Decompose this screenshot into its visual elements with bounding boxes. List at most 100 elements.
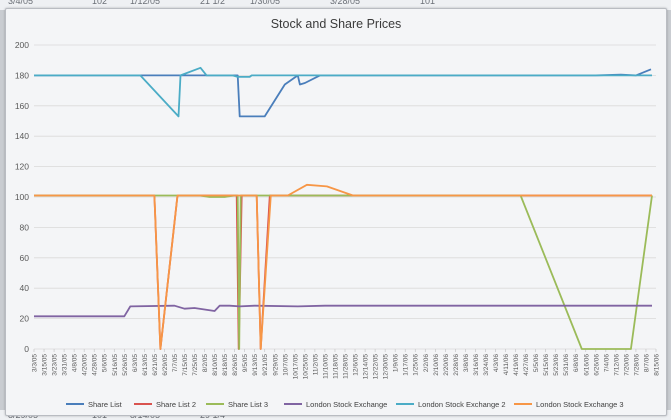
sheet-row-top [0,0,671,10]
x-tick-label: 12/30/05 [383,354,390,380]
x-tick-label: 6/29/05 [162,354,169,376]
x-tick-label: 10/7/05 [282,354,289,376]
y-tick-label: 180 [15,70,29,80]
x-tick-label: 6/16/06 [583,354,590,376]
x-tick-label: 7/25/05 [192,354,199,376]
x-tick-label: 3/16/06 [473,354,480,376]
series-line-5 [34,66,652,118]
chart-area[interactable]: Stock and Share Prices 0 20 40 60 80 100 120 14… [5,8,667,416]
series-line-3 [34,194,653,350]
x-tick-label: 11/2/05 [312,354,319,376]
x-tick-label: 4/20/05 [82,354,89,376]
x-tick-label: 6/13/05 [142,354,149,376]
x-tick-label: 1/17/06 [403,354,410,376]
x-tick-label: 8/18/05 [222,354,229,376]
x-tick-label: 2/20/06 [443,354,450,376]
x-tick-label: 6/21/05 [152,354,159,376]
x-tick-label: 8/15/06 [654,354,661,376]
legend-label-6: London Stock Exchange 3 [536,400,624,409]
x-tick-label: 9/29/05 [272,354,279,376]
x-tick-label: 7/20/06 [623,354,630,376]
x-tick-label: 5/26/05 [122,354,129,376]
x-tick-label: 4/3/06 [493,354,500,372]
x-tick-label: 8/10/05 [212,354,219,376]
y-tick-label: 140 [15,131,29,141]
x-tick-label: 3/24/06 [483,354,490,376]
sheet-cell-top-4: 1/30/05 [250,0,281,6]
x-tick-label: 4/27/06 [523,354,530,376]
x-tick-label: 12/14/05 [363,354,370,380]
series-line-6 [34,183,652,350]
x-tick-label: 11/10/05 [322,354,329,379]
x-tick-label: 5/6/05 [102,354,109,372]
x-tick-label: 11/18/05 [332,354,339,379]
x-tick-label: 3/15/05 [42,354,49,376]
x-tick-label: 6/26/06 [593,354,600,376]
x-tick-label: 1/9/06 [393,354,400,372]
x-tick-label: 9/5/05 [242,354,249,372]
y-tick-label: 200 [15,40,29,50]
sheet-cell-top-6: 101 [420,0,436,6]
x-tick-label: 3/23/05 [52,354,59,376]
x-tick-label: 4/19/06 [513,354,520,376]
y-axis-ticks: 0 20 40 60 80 100 120 140 160 180 200 [15,40,29,354]
x-tick-label: 5/5/06 [533,354,540,372]
sheet-cell-top-3: 21 1/2 [200,0,226,6]
legend: Share List Share List 2 Share List 3 London… [66,400,624,409]
x-tick-label: 10/25/05 [302,354,309,380]
x-tick-label: 6/3/05 [132,354,139,372]
x-tick-label: 4/28/05 [92,354,99,376]
sheet-cell-top-0: 3/4/05 [8,0,34,6]
y-tick-label: 20 [20,314,30,324]
legend-label-2: Share List 2 [156,400,196,409]
series-lines [34,66,653,350]
series-line-1 [34,68,652,118]
x-tick-label: 5/15/06 [543,354,550,376]
y-tick-label: 100 [15,192,29,202]
x-tick-label: 8/26/05 [232,354,239,376]
x-tick-label: 12/6/05 [353,354,360,376]
legend-label-4: London Stock Exchange [306,400,387,409]
y-tick-label: 80 [20,222,30,232]
x-tick-label: 4/8/05 [72,354,79,372]
series-line-4 [34,304,652,318]
x-tick-label: 3/31/05 [62,354,69,376]
x-tick-label: 9/13/05 [252,354,259,376]
x-tick-label: 2/28/06 [453,354,460,376]
x-tick-label: 8/2/05 [202,354,209,372]
x-tick-label: 2/10/06 [433,354,440,376]
x-tick-label: 4/11/06 [503,354,510,376]
y-tick-label: 40 [20,283,30,293]
y-tick-label: 60 [20,253,30,263]
y-tick-label: 0 [24,344,29,354]
x-tick-label: 2/2/06 [423,354,430,372]
series-line-2 [34,194,652,350]
x-tick-label: 1/25/06 [413,354,420,376]
x-tick-label: 3/8/06 [463,354,470,372]
x-tick-label: 11/28/05 [343,354,350,379]
x-tick-label: 5/16/05 [112,354,119,376]
x-tick-label: 7/28/06 [633,354,640,376]
y-tick-label: 160 [15,101,29,111]
sheet-cell-top-1: 102 [92,0,108,6]
x-tick-label: 7/15/05 [182,354,189,376]
x-tick-label: 7/7/05 [172,354,179,372]
chart-title: Stock and Share Prices [271,17,402,31]
legend-label-3: Share List 3 [228,400,268,409]
x-tick-label: 7/4/06 [603,354,610,372]
sheet-cell-top-2: 1/12/05 [130,0,161,6]
legend-label-5: London Stock Exchange 2 [418,400,506,409]
x-tick-label: 10/17/05 [292,354,299,380]
legend-label-1: Share List [88,400,123,409]
x-tick-label: 9/21/05 [262,354,269,376]
x-tick-label: 5/23/06 [553,354,560,376]
line-chart: Stock and Share Prices 0 20 40 60 80 100 120 14… [15,17,661,409]
x-tick-label: 3/3/05 [32,354,39,372]
x-tick-label: 12/22/05 [373,354,380,380]
y-tick-label: 120 [15,162,29,172]
x-tick-label: 8/7/06 [643,354,650,372]
x-tick-label: 6/8/06 [573,354,580,372]
x-axis-ticks: 3/3/05 3/15/05 3/23/05 3/31/05 4/8/05 4/20/05… [32,349,661,379]
sheet-cell-top-5: 3/28/05 [330,0,361,6]
x-tick-label: 5/31/06 [563,354,570,376]
